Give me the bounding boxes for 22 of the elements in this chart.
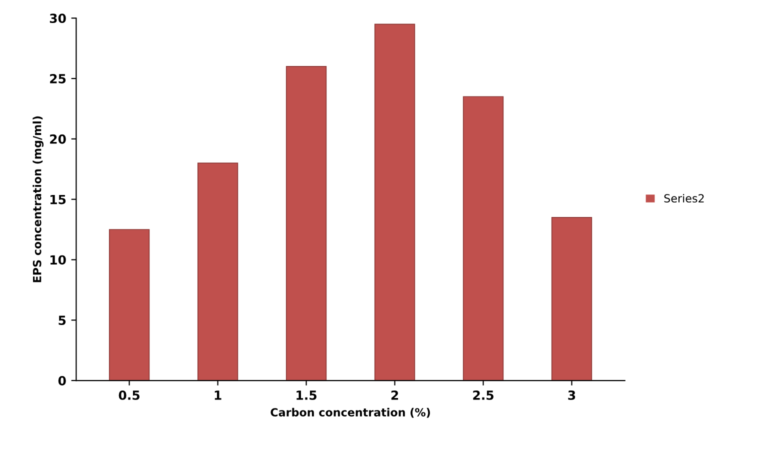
bar <box>108 229 150 381</box>
y-tick-label: 25 <box>50 74 66 84</box>
x-tick-label: 2.5 <box>473 390 494 400</box>
y-tick-label: 0 <box>58 376 66 386</box>
bar <box>374 24 416 381</box>
x-axis-title: Carbon concentration (%) <box>270 408 430 418</box>
x-tick-label: 1.5 <box>296 390 316 400</box>
y-tick-label: 15 <box>50 194 66 204</box>
y-tick-label: 5 <box>58 316 66 326</box>
legend-label: Series2 <box>664 194 704 203</box>
bar <box>462 96 504 381</box>
x-tick-label: 3 <box>568 390 576 400</box>
y-axis-title: EPS concentration (mg/ml) <box>32 116 44 282</box>
x-tick-label: 1 <box>214 390 222 400</box>
bar <box>286 66 327 381</box>
y-tick-label: 20 <box>50 134 66 144</box>
bar <box>197 162 238 381</box>
x-tick-label: 2 <box>391 390 398 400</box>
y-tick-label: 10 <box>50 255 66 265</box>
x-tick-label: 0.5 <box>118 390 140 400</box>
bar <box>551 217 592 381</box>
y-tick-label: 30 <box>50 14 66 24</box>
